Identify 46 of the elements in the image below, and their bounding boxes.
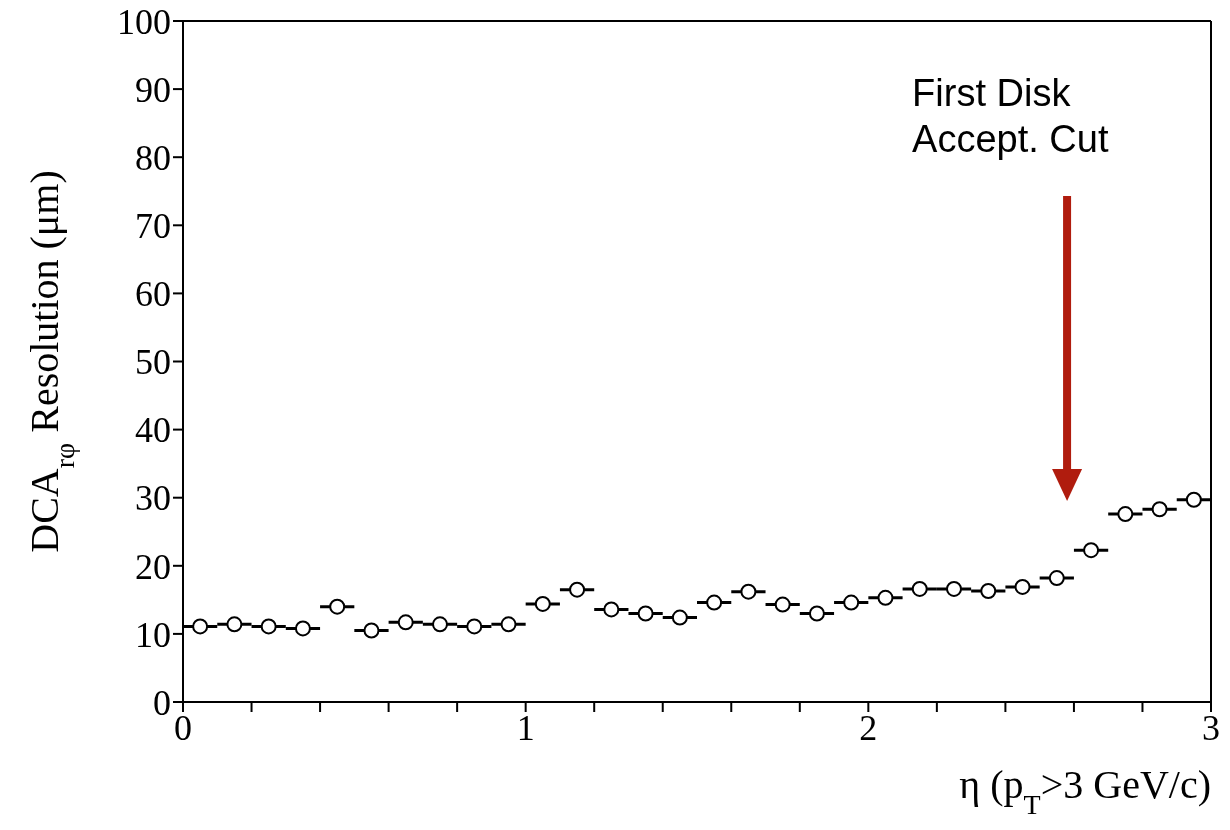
x-tick-label: 3: [1202, 707, 1220, 748]
x-tick-label: 1: [516, 707, 535, 748]
point: [569, 581, 586, 598]
x-tick-label: 2: [859, 707, 878, 748]
point: [946, 580, 962, 597]
y-tick-label: 90: [135, 69, 171, 110]
point: [1083, 542, 1100, 559]
point: [637, 605, 654, 622]
x-axis-title: η (p$_{T}$>3 GeV/c): [959, 762, 1211, 820]
y-tick-label: 50: [135, 342, 171, 383]
point: [877, 589, 894, 606]
y-tick-label: 20: [135, 546, 171, 587]
y-tick-label: 0: [153, 682, 171, 723]
point: [534, 595, 551, 612]
point: [911, 580, 928, 597]
point: [603, 601, 620, 618]
point: [466, 618, 483, 635]
y-tick-label: 70: [135, 206, 171, 247]
point: [1048, 570, 1065, 587]
point: [1117, 506, 1134, 523]
point: [226, 616, 243, 633]
point: [1014, 578, 1031, 595]
point: [363, 622, 380, 639]
y-tick-label: 10: [135, 614, 171, 655]
point: [706, 594, 723, 611]
point: [671, 609, 688, 626]
y-tick-label: 30: [135, 478, 171, 519]
point: [192, 618, 209, 635]
point: [260, 618, 277, 635]
y-tick-label: 40: [135, 410, 171, 451]
point: [843, 594, 860, 611]
point: [740, 583, 757, 600]
point: [1185, 491, 1202, 508]
annotation: First Disk Accept. Cut: [912, 72, 1109, 160]
point: [432, 616, 448, 633]
point: [397, 614, 414, 631]
point: [980, 583, 997, 599]
point: [294, 620, 311, 637]
point: [1151, 501, 1168, 518]
point: [500, 616, 517, 633]
y-tick-label: 80: [135, 137, 171, 178]
point: [774, 596, 791, 613]
y-tick-label: 100: [117, 1, 171, 42]
point: [808, 605, 825, 622]
y-tick-label: 60: [135, 274, 171, 315]
point: [329, 598, 346, 615]
